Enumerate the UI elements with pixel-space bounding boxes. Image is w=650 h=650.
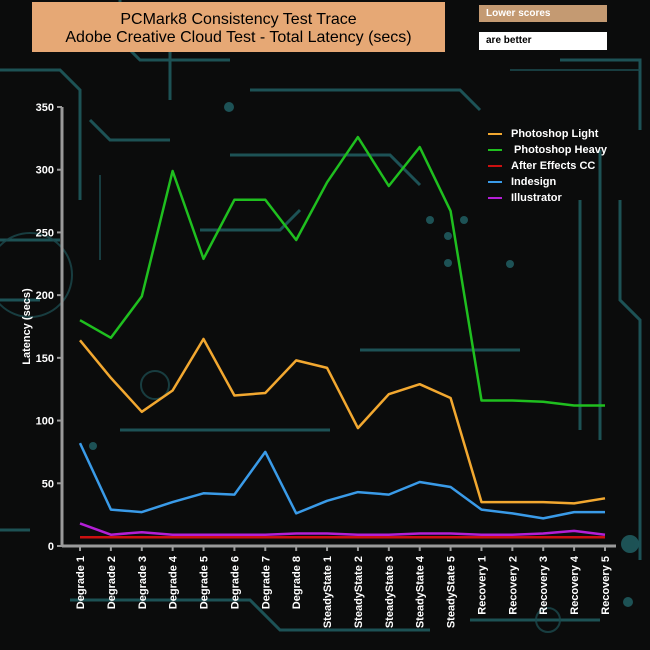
x-tick-label: Recovery 3	[538, 556, 550, 615]
x-tick-label: SteadyState 2	[353, 556, 365, 628]
x-tick-label: Degrade 3	[137, 556, 149, 609]
x-tick-label: Recovery 2	[507, 556, 519, 615]
series-line-photoshop-light	[79, 337, 606, 505]
legend-label: After Effects CC	[511, 160, 596, 172]
legend-swatch	[488, 149, 502, 151]
x-tick-label: Degrade 6	[229, 556, 241, 609]
y-tick-label: 350	[36, 102, 54, 114]
legend-item-indesign: Indesign	[488, 174, 607, 190]
title-line-1: PCMark8 Consistency Test Trace	[120, 11, 357, 28]
legend-swatch	[488, 165, 502, 167]
legend-swatch	[488, 197, 502, 199]
y-tick-label: 300	[36, 165, 54, 177]
y-tick-label: 50	[42, 478, 54, 490]
x-tick-label: SteadyState 4	[415, 555, 427, 628]
legend-item-after-effects: After Effects CC	[488, 158, 607, 174]
x-tick-label: SteadyState 1	[322, 556, 334, 628]
y-axis-label: Latency (secs)	[21, 288, 33, 365]
axes	[60, 107, 616, 548]
x-tick-label: Degrade 8	[291, 556, 303, 609]
y-tick-label: 0	[48, 541, 54, 553]
x-tick-label: Degrade 2	[106, 556, 118, 609]
chart-title: PCMark8 Consistency Test Trace Adobe Cre…	[32, 2, 445, 52]
legend-label: Photoshop Light	[511, 128, 599, 140]
x-tick-label: Degrade 1	[75, 556, 87, 609]
legend: Photoshop Light Photoshop Heavy After Ef…	[488, 126, 607, 206]
legend-label: Illustrator	[511, 192, 562, 204]
x-tick-label: Recovery 4	[569, 555, 581, 615]
y-tick-label: 150	[36, 353, 54, 365]
series-line-photoshop-heavy	[79, 135, 605, 407]
legend-label: Photoshop Heavy	[511, 144, 607, 156]
series-line-illustrator	[79, 522, 606, 536]
x-tick-label: SteadyState 3	[384, 556, 396, 628]
legend-swatch	[488, 133, 502, 135]
x-tick-label: Degrade 5	[199, 556, 211, 609]
legend-label: Indesign	[511, 176, 557, 188]
x-tick-label: Degrade 4	[168, 555, 180, 609]
series-line-indesign	[78, 442, 605, 520]
legend-item-photoshop-heavy: Photoshop Heavy	[488, 142, 607, 158]
title-line-2: Adobe Creative Cloud Test - Total Latenc…	[65, 29, 412, 46]
note-lower-scores: Lower scores	[479, 5, 607, 22]
y-axis-ticks: 0 50 100 150 200 250 300 350	[36, 102, 62, 553]
x-tick-label: Recovery 1	[476, 556, 488, 615]
x-tick-label: Degrade 7	[260, 556, 272, 609]
x-axis-ticks: Degrade 1 Degrade 2 Degrade 3 Degrade 4 Degr…	[75, 546, 612, 628]
series-layer	[78, 135, 606, 539]
note-are-better: are better	[479, 32, 607, 50]
x-tick-label: Recovery 5	[600, 556, 612, 615]
x-tick-label: SteadyState 5	[446, 556, 458, 628]
legend-item-illustrator: Illustrator	[488, 190, 607, 206]
legend-swatch	[488, 181, 502, 183]
y-tick-label: 200	[36, 290, 54, 302]
y-tick-label: 100	[36, 416, 54, 428]
legend-item-photoshop-light: Photoshop Light	[488, 126, 607, 142]
y-tick-label: 250	[36, 227, 54, 239]
